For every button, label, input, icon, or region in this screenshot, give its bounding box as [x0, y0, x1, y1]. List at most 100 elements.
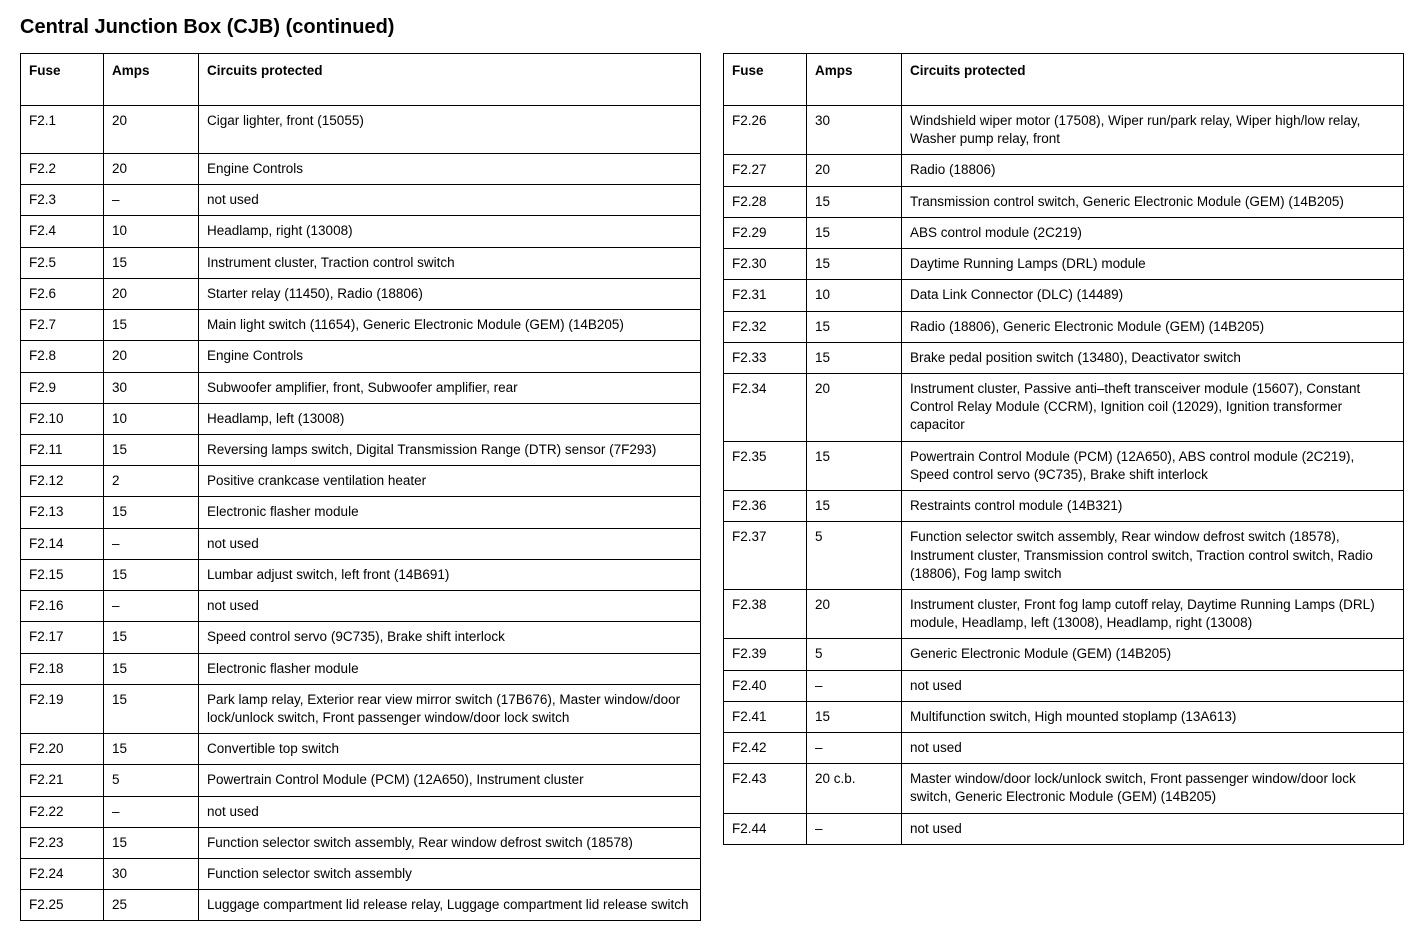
cell-amps: – — [104, 591, 199, 622]
cell-fuse: F2.20 — [21, 734, 104, 765]
cell-circuits: Cigar lighter, front (15055) — [199, 106, 701, 154]
cell-circuits: Powertrain Control Module (PCM) (12A650)… — [199, 765, 701, 796]
cell-fuse: F2.2 — [21, 154, 104, 185]
table-row: F2.120Cigar lighter, front (15055) — [21, 106, 701, 154]
cell-amps: 30 — [104, 859, 199, 890]
cell-amps: 5 — [104, 765, 199, 796]
cell-circuits: Headlamp, right (13008) — [199, 216, 701, 247]
cell-amps: 5 — [807, 522, 902, 590]
cell-amps: 15 — [807, 186, 902, 217]
cell-circuits: not used — [199, 185, 701, 216]
cell-fuse: F2.36 — [724, 491, 807, 522]
cell-fuse: F2.43 — [724, 764, 807, 813]
table-row: F2.1815Electronic flasher module — [21, 653, 701, 684]
cell-amps: 30 — [104, 372, 199, 403]
cell-circuits: Luggage compartment lid release relay, L… — [199, 890, 701, 921]
cell-circuits: Generic Electronic Module (GEM) (14B205) — [902, 639, 1404, 670]
cell-circuits: Data Link Connector (DLC) (14489) — [902, 280, 1404, 311]
cell-circuits: Lumbar adjust switch, left front (14B691… — [199, 559, 701, 590]
table-row: F2.2525Luggage compartment lid release r… — [21, 890, 701, 921]
table-header-row: Fuse Amps Circuits protected — [21, 54, 701, 106]
cell-fuse: F2.3 — [21, 185, 104, 216]
cell-circuits: Function selector switch assembly, Rear … — [902, 522, 1404, 590]
table-row: F2.1315Electronic flasher module — [21, 497, 701, 528]
table-row: F2.220Engine Controls — [21, 154, 701, 185]
table-row: F2.4320 c.b.Master window/door lock/unlo… — [724, 764, 1404, 813]
cell-fuse: F2.27 — [724, 155, 807, 186]
right-column: Fuse Amps Circuits protected F2.2630Wind… — [723, 53, 1404, 845]
fuse-table-left: Fuse Amps Circuits protected F2.120Cigar… — [20, 53, 701, 921]
cell-amps: 15 — [104, 310, 199, 341]
cell-circuits: Speed control servo (9C735), Brake shift… — [199, 622, 701, 653]
table-row: F2.2915ABS control module (2C219) — [724, 217, 1404, 248]
cell-fuse: F2.44 — [724, 813, 807, 844]
cell-fuse: F2.32 — [724, 311, 807, 342]
cell-fuse: F2.42 — [724, 733, 807, 764]
cell-amps: 10 — [807, 280, 902, 311]
two-column-layout: Fuse Amps Circuits protected F2.120Cigar… — [20, 53, 1404, 921]
table-row: F2.1915Park lamp relay, Exterior rear vi… — [21, 684, 701, 733]
cell-circuits: ABS control module (2C219) — [902, 217, 1404, 248]
cell-circuits: Powertrain Control Module (PCM) (12A650)… — [902, 441, 1404, 490]
table-row: F2.1515Lumbar adjust switch, left front … — [21, 559, 701, 590]
cell-amps: 20 — [104, 341, 199, 372]
cell-amps: – — [807, 670, 902, 701]
cell-amps: 15 — [807, 491, 902, 522]
cell-fuse: F2.11 — [21, 434, 104, 465]
left-column: Fuse Amps Circuits protected F2.120Cigar… — [20, 53, 701, 921]
cell-fuse: F2.26 — [724, 106, 807, 155]
cell-circuits: not used — [199, 528, 701, 559]
cell-circuits: Daytime Running Lamps (DRL) module — [902, 249, 1404, 280]
table-row: F2.3–not used — [21, 185, 701, 216]
cell-fuse: F2.21 — [21, 765, 104, 796]
cell-fuse: F2.9 — [21, 372, 104, 403]
cell-amps: 15 — [104, 434, 199, 465]
cell-amps: 5 — [807, 639, 902, 670]
cell-fuse: F2.33 — [724, 342, 807, 373]
table-row: F2.395Generic Electronic Module (GEM) (1… — [724, 639, 1404, 670]
cell-amps: 20 c.b. — [807, 764, 902, 813]
cell-amps: 2 — [104, 466, 199, 497]
table-row: F2.2720Radio (18806) — [724, 155, 1404, 186]
table-row: F2.122Positive crankcase ventilation hea… — [21, 466, 701, 497]
cell-fuse: F2.13 — [21, 497, 104, 528]
cell-fuse: F2.40 — [724, 670, 807, 701]
cell-circuits: not used — [902, 813, 1404, 844]
cell-circuits: Engine Controls — [199, 154, 701, 185]
fuse-table-right: Fuse Amps Circuits protected F2.2630Wind… — [723, 53, 1404, 845]
cell-amps: 30 — [807, 106, 902, 155]
cell-fuse: F2.35 — [724, 441, 807, 490]
cell-fuse: F2.34 — [724, 373, 807, 441]
table-row: F2.1010Headlamp, left (13008) — [21, 403, 701, 434]
cell-amps: 15 — [807, 249, 902, 280]
header-circuits: Circuits protected — [902, 54, 1404, 106]
cell-amps: 20 — [807, 373, 902, 441]
cell-fuse: F2.18 — [21, 653, 104, 684]
cell-amps: 20 — [807, 589, 902, 638]
cell-amps: 10 — [104, 403, 199, 434]
table-row: F2.410Headlamp, right (13008) — [21, 216, 701, 247]
cell-fuse: F2.31 — [724, 280, 807, 311]
table-row: F2.4115Multifunction switch, High mounte… — [724, 701, 1404, 732]
cell-circuits: Windshield wiper motor (17508), Wiper ru… — [902, 106, 1404, 155]
cell-amps: 15 — [104, 622, 199, 653]
cell-amps: 15 — [104, 497, 199, 528]
page-title: Central Junction Box (CJB) (continued) — [20, 16, 1404, 39]
cell-fuse: F2.25 — [21, 890, 104, 921]
table-header-row: Fuse Amps Circuits protected — [724, 54, 1404, 106]
table-row: F2.1115Reversing lamps switch, Digital T… — [21, 434, 701, 465]
cell-circuits: Brake pedal position switch (13480), Dea… — [902, 342, 1404, 373]
cell-circuits: Radio (18806), Generic Electronic Module… — [902, 311, 1404, 342]
cell-fuse: F2.4 — [21, 216, 104, 247]
cell-circuits: Function selector switch assembly — [199, 859, 701, 890]
cell-fuse: F2.12 — [21, 466, 104, 497]
cell-amps: 15 — [104, 827, 199, 858]
cell-amps: – — [104, 185, 199, 216]
cell-circuits: Restraints control module (14B321) — [902, 491, 1404, 522]
cell-fuse: F2.38 — [724, 589, 807, 638]
cell-amps: 15 — [807, 311, 902, 342]
cell-fuse: F2.14 — [21, 528, 104, 559]
cell-circuits: Radio (18806) — [902, 155, 1404, 186]
table-row: F2.3515Powertrain Control Module (PCM) (… — [724, 441, 1404, 490]
table-row: F2.375Function selector switch assembly,… — [724, 522, 1404, 590]
